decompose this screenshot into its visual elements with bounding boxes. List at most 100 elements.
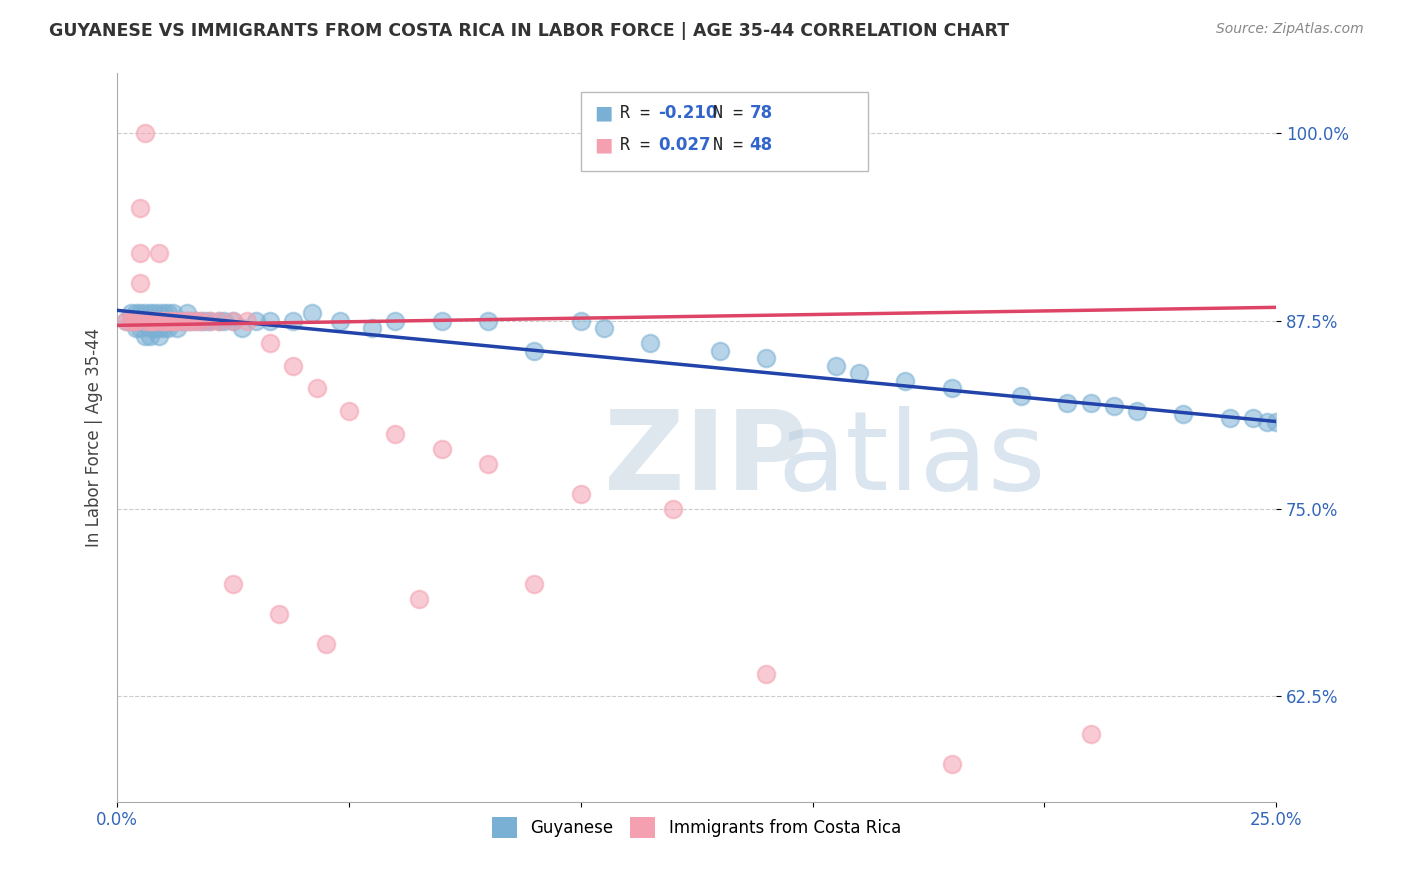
Point xyxy=(120,314,142,328)
Point xyxy=(283,314,305,328)
Point xyxy=(1080,396,1102,410)
Point xyxy=(143,314,166,328)
Point xyxy=(143,314,166,328)
Text: N =: N = xyxy=(713,136,752,154)
Point xyxy=(283,359,305,373)
Point xyxy=(129,277,152,291)
Point xyxy=(152,314,174,328)
Point xyxy=(148,321,170,335)
Point xyxy=(190,314,212,328)
Point xyxy=(134,314,156,328)
Text: Source: ZipAtlas.com: Source: ZipAtlas.com xyxy=(1216,22,1364,37)
Point xyxy=(176,314,198,328)
Point xyxy=(824,359,846,373)
Point xyxy=(162,314,184,328)
Point xyxy=(755,666,778,681)
Point xyxy=(138,314,160,328)
Point xyxy=(152,314,174,328)
Text: ZIP: ZIP xyxy=(605,406,807,513)
Y-axis label: In Labor Force | Age 35-44: In Labor Force | Age 35-44 xyxy=(86,327,103,547)
Point xyxy=(408,591,430,606)
Point xyxy=(523,576,546,591)
Point xyxy=(152,321,174,335)
Point xyxy=(755,351,778,366)
Point xyxy=(222,314,245,328)
Point xyxy=(194,314,217,328)
Point xyxy=(848,367,870,381)
Point xyxy=(176,306,198,320)
Point xyxy=(337,404,360,418)
Point xyxy=(1056,396,1078,410)
Point xyxy=(157,321,180,335)
Text: 48: 48 xyxy=(749,136,772,154)
Point xyxy=(1265,415,1288,429)
Point xyxy=(120,314,142,328)
Text: 0.027: 0.027 xyxy=(658,136,710,154)
Point xyxy=(166,321,188,335)
Point xyxy=(305,381,328,395)
Point xyxy=(184,314,207,328)
Point xyxy=(138,306,160,320)
Point xyxy=(148,314,170,328)
Point xyxy=(236,314,259,328)
Point xyxy=(259,336,281,351)
Text: R =: R = xyxy=(620,136,659,154)
Point xyxy=(361,321,384,335)
Point xyxy=(941,757,963,772)
Point xyxy=(143,321,166,335)
Point xyxy=(129,314,152,328)
Point xyxy=(184,314,207,328)
Point xyxy=(569,486,592,500)
Point xyxy=(166,314,188,328)
Point xyxy=(1219,411,1241,425)
Point xyxy=(190,314,212,328)
Point xyxy=(430,314,453,328)
Point xyxy=(894,374,917,388)
Point xyxy=(125,321,148,335)
Point xyxy=(138,329,160,343)
Point xyxy=(134,306,156,320)
Point xyxy=(640,336,662,351)
Point xyxy=(662,501,685,516)
Point xyxy=(138,314,160,328)
Point xyxy=(143,314,166,328)
Point xyxy=(120,314,142,328)
Point xyxy=(162,314,184,328)
Point xyxy=(1080,727,1102,741)
Point xyxy=(152,306,174,320)
Point xyxy=(477,314,499,328)
Point xyxy=(172,314,194,328)
Point xyxy=(157,314,180,328)
Point xyxy=(143,306,166,320)
Point xyxy=(245,314,267,328)
Point xyxy=(125,314,148,328)
Point xyxy=(208,314,231,328)
Point xyxy=(152,314,174,328)
Point xyxy=(125,314,148,328)
Point xyxy=(129,246,152,260)
Point xyxy=(129,306,152,320)
Point xyxy=(1102,400,1125,414)
Legend: Guyanese, Immigrants from Costa Rica: Guyanese, Immigrants from Costa Rica xyxy=(485,811,908,844)
Point xyxy=(1241,411,1264,425)
Point xyxy=(129,321,152,335)
Point xyxy=(148,246,170,260)
Point xyxy=(157,306,180,320)
Text: -0.210: -0.210 xyxy=(658,104,717,122)
Point xyxy=(148,306,170,320)
Point xyxy=(222,576,245,591)
Point xyxy=(138,321,160,335)
Text: atlas: atlas xyxy=(778,406,1046,513)
Text: GUYANESE VS IMMIGRANTS FROM COSTA RICA IN LABOR FORCE | AGE 35-44 CORRELATION CH: GUYANESE VS IMMIGRANTS FROM COSTA RICA I… xyxy=(49,22,1010,40)
Point xyxy=(198,314,221,328)
Point xyxy=(301,306,323,320)
Point xyxy=(269,607,291,621)
Point xyxy=(162,306,184,320)
Point xyxy=(569,314,592,328)
Point xyxy=(138,314,160,328)
Point xyxy=(222,314,245,328)
Point xyxy=(134,126,156,140)
Point xyxy=(941,381,963,395)
Point xyxy=(148,329,170,343)
Point xyxy=(157,314,180,328)
